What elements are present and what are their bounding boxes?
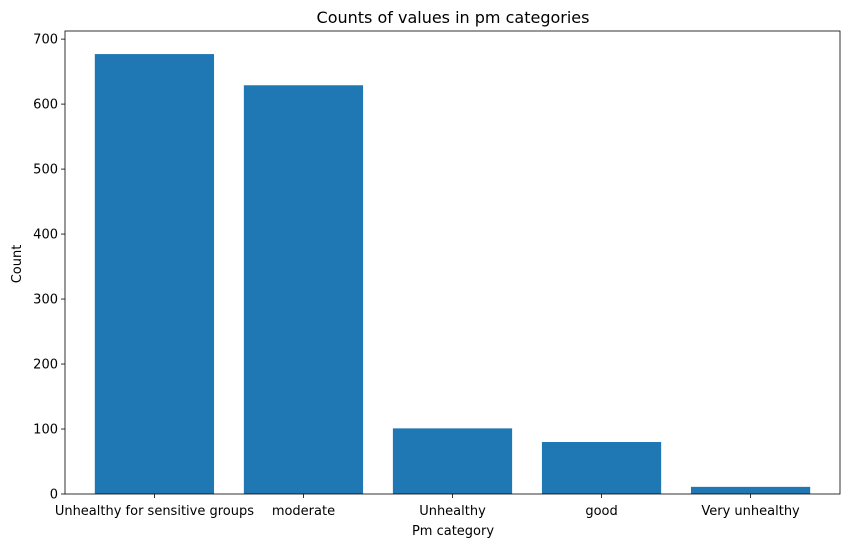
x-tick-label: good — [585, 504, 617, 519]
y-tick-label: 600 — [33, 98, 58, 113]
y-axis-ticks: 0 100 200 300 400 500 600 700 — [33, 33, 65, 503]
y-tick-label: 0 — [50, 488, 58, 503]
chart-title: Counts of values in pm categories — [317, 8, 590, 27]
x-axis-ticks: Unhealthy for sensitive groups moderate Un… — [55, 494, 800, 519]
bars-layer — [94, 54, 811, 495]
bar — [94, 54, 215, 494]
y-tick-label: 300 — [33, 293, 58, 308]
y-tick-label: 500 — [33, 163, 58, 178]
x-tick-label: moderate — [272, 504, 335, 519]
y-tick-label: 100 — [33, 423, 58, 438]
bar — [690, 486, 811, 494]
x-tick-label: Very unhealthy — [701, 504, 800, 519]
bar — [392, 428, 513, 494]
x-tick-label: Unhealthy for sensitive groups — [55, 504, 254, 519]
y-tick-label: 400 — [33, 228, 58, 243]
y-tick-label: 200 — [33, 358, 58, 373]
y-axis-label: Count — [10, 245, 25, 284]
x-tick-label: Unhealthy — [419, 504, 486, 519]
bar — [243, 85, 364, 495]
x-axis-label: Pm category — [412, 524, 494, 539]
bar — [541, 442, 662, 494]
y-tick-label: 700 — [33, 33, 58, 48]
